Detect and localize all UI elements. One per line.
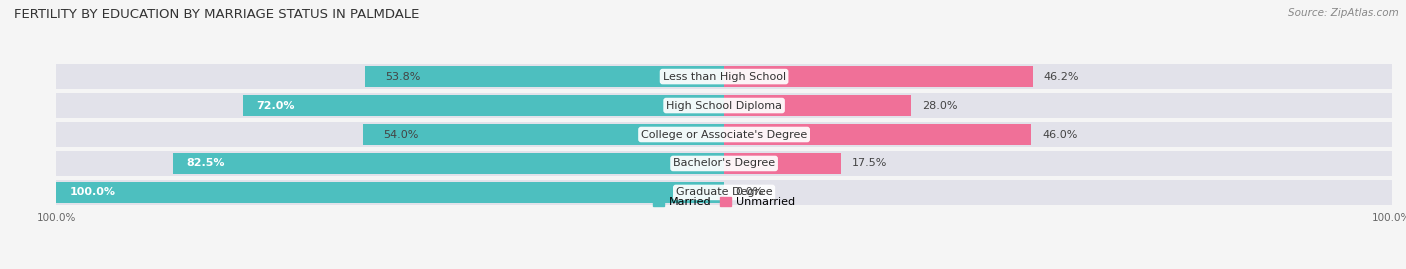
Bar	[56, 180, 1392, 205]
Text: College or Associate's Degree: College or Associate's Degree	[641, 129, 807, 140]
Text: 100.0%: 100.0%	[70, 187, 115, 197]
Bar	[243, 95, 724, 116]
Text: 82.5%: 82.5%	[187, 158, 225, 168]
Bar	[363, 124, 724, 145]
Bar	[56, 93, 1392, 118]
Text: 46.0%: 46.0%	[1042, 129, 1077, 140]
Text: 46.2%: 46.2%	[1043, 72, 1078, 82]
Text: 53.8%: 53.8%	[385, 72, 420, 82]
Bar	[56, 64, 1392, 89]
Text: 72.0%: 72.0%	[257, 101, 295, 111]
Bar	[56, 182, 724, 203]
Text: 54.0%: 54.0%	[384, 129, 419, 140]
Text: 17.5%: 17.5%	[852, 158, 887, 168]
Bar	[724, 66, 1032, 87]
Text: 28.0%: 28.0%	[922, 101, 957, 111]
Bar	[56, 151, 1392, 176]
Bar	[724, 95, 911, 116]
Bar	[173, 153, 724, 174]
Text: Graduate Degree: Graduate Degree	[676, 187, 772, 197]
Text: High School Diploma: High School Diploma	[666, 101, 782, 111]
Text: Less than High School: Less than High School	[662, 72, 786, 82]
Bar	[364, 66, 724, 87]
Bar	[724, 124, 1032, 145]
Text: Source: ZipAtlas.com: Source: ZipAtlas.com	[1288, 8, 1399, 18]
Bar	[724, 153, 841, 174]
Text: 0.0%: 0.0%	[735, 187, 763, 197]
Text: Bachelor's Degree: Bachelor's Degree	[673, 158, 775, 168]
Legend: Married, Unmarried: Married, Unmarried	[648, 193, 800, 212]
Bar	[56, 122, 1392, 147]
Text: FERTILITY BY EDUCATION BY MARRIAGE STATUS IN PALMDALE: FERTILITY BY EDUCATION BY MARRIAGE STATU…	[14, 8, 419, 21]
